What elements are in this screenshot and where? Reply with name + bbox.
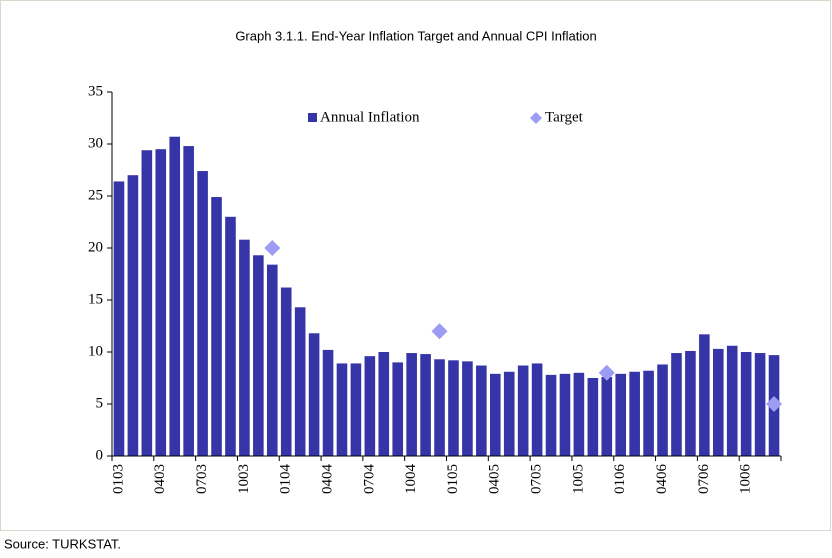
x-tick-label: 1004 [403,464,419,495]
legend-swatch [308,113,317,122]
x-tick-label: 0404 [319,464,335,495]
y-tick-label: 30 [88,135,103,151]
bar [531,363,543,456]
bar [726,345,738,456]
x-tick-label: 1003 [236,464,252,494]
bar [517,365,529,456]
y-tick-label: 15 [88,291,103,307]
x-tick-label: 0405 [487,464,503,494]
target-marker [264,240,281,256]
bar [573,372,585,456]
bar [643,370,654,456]
y-tick-label: 0 [96,447,104,463]
bar [712,348,724,456]
legend-swatch [530,112,542,124]
bar [434,359,445,456]
target-marker [766,396,783,412]
y-tick-label: 5 [96,395,104,411]
target-marker [598,364,615,381]
bar [364,356,376,456]
bar [378,352,390,456]
bar [657,364,668,456]
x-tick-label: 1005 [570,464,586,494]
x-tick-label: 0106 [612,464,628,495]
y-tick-label: 35 [88,83,103,99]
x-tick-label: 0104 [278,464,294,495]
bar [462,361,473,456]
y-tick-label: 20 [88,239,103,255]
legend-label: Annual Inflation [320,109,420,125]
bar [155,149,167,456]
bar [294,307,306,456]
x-tick-label: 1006 [738,464,754,495]
bar [754,353,766,456]
x-tick-label: 0105 [445,464,461,494]
bar [169,136,181,456]
bar [545,374,557,456]
legend-label: Target [545,109,584,125]
bar [336,363,348,456]
x-tick-label: 0403 [152,464,168,494]
bar [197,171,208,457]
bar [392,362,404,456]
frame [0,0,831,531]
bar [559,373,571,456]
bar [127,175,139,456]
bar [587,378,599,456]
target-marker [431,323,448,340]
bar [671,353,682,456]
bar [253,255,264,456]
bar [350,363,362,456]
bar [615,373,627,456]
bar [266,264,278,456]
bar [280,287,292,456]
bar [322,349,334,456]
bar [476,365,487,456]
bar [685,350,696,456]
bar [420,354,431,456]
bar [503,371,515,456]
bar [699,334,710,456]
x-tick-label: 0103 [110,464,126,494]
bar [239,239,250,456]
x-tick-label: 0406 [654,464,670,495]
bar [489,373,501,456]
bar [740,352,752,456]
x-tick-label: 0704 [361,464,377,495]
bar [448,360,459,456]
bar [113,181,125,456]
y-tick-label: 10 [88,343,103,359]
source-note: Source: TURKSTAT. [4,536,121,551]
bar [308,333,320,456]
x-tick-label: 0703 [194,464,210,494]
y-tick-label: 25 [88,187,103,203]
bar [211,197,222,457]
bar [629,371,640,456]
bar [225,216,236,456]
bar [183,146,194,456]
bar [406,353,417,456]
bar [601,376,613,456]
bar [141,150,153,457]
x-tick-label: 0705 [529,464,545,494]
x-tick-label: 0706 [696,464,712,495]
chart-title: Graph 3.1.1. End-Year Inflation Target a… [235,28,596,43]
